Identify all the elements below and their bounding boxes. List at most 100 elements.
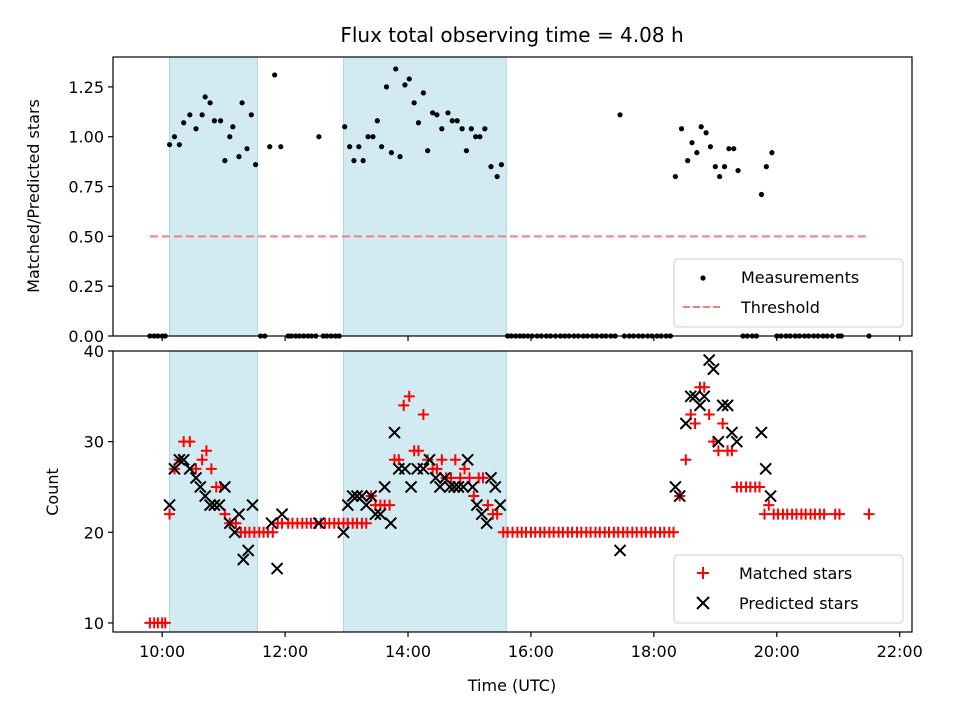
predicted-stars-point-61 [693, 399, 707, 412]
matched-stars-point-147 [863, 508, 875, 520]
measurements-point-11 [199, 112, 205, 118]
predicted-stars-point-64 [707, 362, 720, 376]
measurements-point-17 [227, 134, 233, 140]
matched-stars-point-66 [454, 472, 466, 484]
x-tick-label: 16:00 [508, 642, 554, 661]
predicted-stars-point-53 [489, 480, 502, 494]
matched-legend-marker [697, 567, 709, 579]
measurements-point-116 [685, 158, 691, 164]
matched-stars-point-116 [689, 418, 701, 430]
predicted-stars-point-19 [270, 562, 284, 575]
top-legend-box [673, 258, 904, 328]
predicted-stars-point-69 [730, 435, 744, 448]
measurements-point-121 [707, 144, 714, 150]
measurements-point-132 [758, 191, 765, 198]
top-y-tick-label: 0.25 [68, 277, 104, 296]
measurements-point-43 [342, 124, 348, 130]
x-tick-label: 20:00 [754, 642, 800, 661]
predicted-stars-point-72 [764, 489, 777, 503]
measurements-point-75 [494, 173, 500, 180]
top-y-tick-label: 0.00 [68, 327, 104, 346]
measurements-point-56 [402, 82, 408, 88]
predicted-stars-point-45 [452, 480, 465, 494]
measurements-point-16 [222, 158, 228, 164]
measurements-point-66 [449, 118, 455, 124]
matched-stars-point-61 [431, 463, 443, 475]
measurements-legend-marker [700, 275, 706, 281]
predicted-stars-point-49 [470, 498, 484, 512]
predicted-stars-point-28 [364, 489, 378, 503]
predicted-stars-point-55 [613, 544, 627, 557]
matched-stars-point-11 [196, 454, 208, 466]
matched-stars-point-121 [712, 445, 724, 457]
measurements-point-54 [393, 66, 399, 72]
matched-stars-point-65 [449, 454, 461, 466]
predicted-stars-point-52 [484, 471, 498, 485]
measurements-point-15 [217, 118, 224, 124]
matched-stars-point-26 [267, 526, 279, 538]
predicted-stars-point-14 [232, 507, 246, 521]
x-tick-label: 18:00 [631, 642, 677, 661]
predicted-stars-point-50 [475, 507, 488, 521]
matched-stars-point-71 [477, 472, 489, 484]
measurements-point-48 [365, 134, 371, 140]
bottom-legend: Matched stars Predicted stars [673, 554, 904, 624]
matched-stars-point-18 [230, 517, 242, 529]
predicted-stars-point-66 [716, 399, 729, 412]
predicted-stars-point-20 [275, 507, 289, 521]
predicted-stars-point-11 [218, 480, 232, 494]
predicted-stars-point-57 [673, 489, 686, 503]
top-observing-interval-0 [169, 56, 258, 337]
measurements-point-19 [236, 154, 242, 160]
measurements-point-125 [726, 146, 732, 152]
matched-stars-point-51 [384, 499, 396, 511]
matched-stars-point-62 [436, 454, 448, 466]
predicted-stars-point-2 [173, 453, 186, 466]
predicted-stars-point-8 [203, 498, 217, 512]
predicted-stars-point-36 [404, 480, 418, 494]
measurements-point-13 [207, 100, 213, 106]
measurements-point-73 [482, 126, 488, 132]
x-tick-label: 12:00 [262, 642, 308, 661]
measurements-point-133 [763, 164, 769, 170]
threshold-legend-label: Threshold [740, 298, 820, 317]
bottom-y-tick-label: 10 [84, 614, 104, 633]
measurements-point-119 [698, 124, 704, 130]
measurements-point-60 [420, 90, 426, 96]
matched-stars-point-54 [398, 399, 410, 411]
measurements-point-102 [617, 112, 623, 118]
measurements-point-9 [187, 112, 193, 118]
matched-stars-point-12 [200, 445, 212, 457]
matched-stars-point-114 [680, 454, 692, 466]
predicted-stars-point-6 [194, 480, 207, 494]
matched-stars-point-118 [698, 381, 710, 393]
measurements-point-8 [181, 120, 187, 126]
matched-stars-point-68 [463, 472, 475, 484]
predicted-stars-point-46 [457, 480, 470, 494]
measurements-point-115 [678, 126, 685, 132]
matched-stars-point-55 [403, 390, 415, 402]
predicted-stars-point-18 [265, 517, 278, 530]
measurements-point-120 [703, 130, 709, 136]
matched-stars-point-122 [717, 418, 729, 430]
measurements-point-7 [176, 142, 182, 148]
measurements-point-117 [689, 140, 695, 146]
matched-stars-point-144 [818, 508, 830, 520]
predicted-stars-point-35 [398, 462, 412, 476]
predicted-stars-point-4 [183, 462, 197, 476]
matched-stars-point-5 [164, 508, 176, 520]
measurements-point-14 [211, 118, 218, 124]
measurements-point-127 [735, 167, 741, 174]
measurements-point-45 [351, 158, 357, 164]
bottom-y-tick-label: 20 [84, 523, 104, 542]
matched-stars-point-53 [393, 454, 405, 466]
measurements-point-58 [411, 100, 417, 106]
predicted-stars-point-13 [228, 526, 241, 539]
measurements-point-51 [378, 144, 385, 150]
predicted-stars-point-26 [355, 489, 369, 503]
predicted-stars-point-22 [337, 526, 350, 539]
measurements-point-49 [370, 134, 376, 140]
matched-stars-point-72 [482, 499, 494, 511]
x-tick-label: 22:00 [877, 642, 923, 661]
